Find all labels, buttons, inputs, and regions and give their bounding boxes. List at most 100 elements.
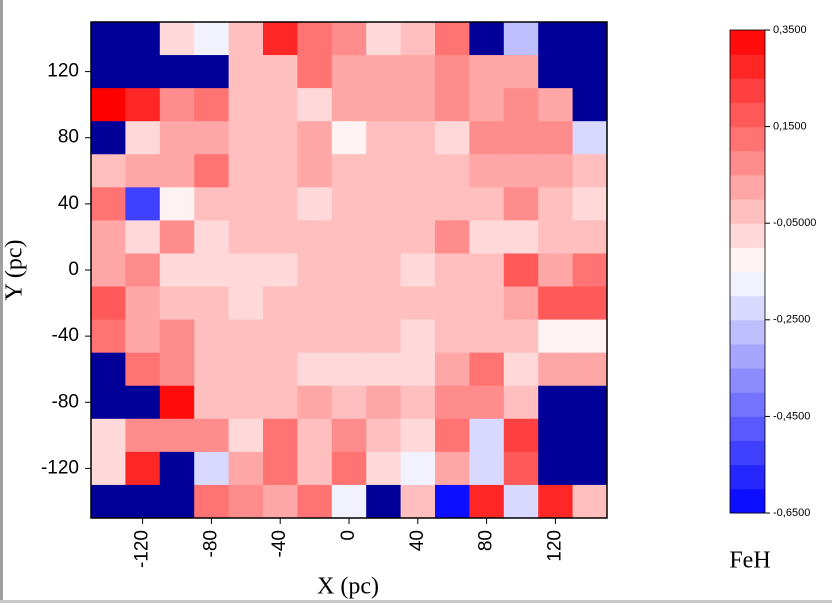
missing-cell xyxy=(125,22,161,56)
heat-cell xyxy=(263,484,298,519)
y-tick-label: 80 xyxy=(58,127,79,148)
heat-cell xyxy=(297,484,333,519)
missing-cell xyxy=(125,55,161,89)
heat-cell xyxy=(538,220,574,254)
heat-cell xyxy=(228,55,264,89)
heat-cell xyxy=(263,253,298,288)
heat-cell xyxy=(400,286,436,321)
heat-cell xyxy=(159,187,195,221)
heat-cell xyxy=(331,484,367,519)
heat-cell xyxy=(159,418,195,453)
heat-cell xyxy=(366,319,402,354)
heat-cell xyxy=(400,121,436,155)
heat-cell xyxy=(194,418,230,453)
heat-cell xyxy=(331,55,367,89)
heat-cell xyxy=(228,22,264,56)
heat-cell xyxy=(400,484,436,519)
heat-cell xyxy=(435,22,470,56)
colorbar-swatch xyxy=(730,368,765,393)
heat-cell xyxy=(159,253,195,288)
heat-cell xyxy=(572,352,608,387)
heat-cell xyxy=(125,286,161,321)
missing-cell xyxy=(538,451,574,486)
heat-cell xyxy=(572,220,608,254)
colorbar-swatch xyxy=(730,440,765,466)
y-tick-label: 0 xyxy=(68,259,79,280)
heat-cell xyxy=(572,286,608,321)
y-tick-label: -40 xyxy=(52,325,79,346)
heat-cell xyxy=(228,121,264,155)
heat-cell xyxy=(331,88,367,122)
heat-cell xyxy=(228,385,264,420)
window-edge xyxy=(0,0,3,603)
colorbar-swatch xyxy=(730,343,765,369)
heat-cell xyxy=(469,286,505,321)
heat-cell xyxy=(366,451,402,486)
missing-cell xyxy=(91,121,126,155)
heat-cell xyxy=(91,220,126,254)
heat-cell xyxy=(469,253,505,288)
heat-cell xyxy=(435,451,470,486)
heat-cell xyxy=(469,385,505,420)
heat-cell xyxy=(297,187,333,221)
heat-cell xyxy=(435,121,470,155)
heat-cell xyxy=(400,22,436,56)
heat-cell xyxy=(366,385,402,420)
heat-cell xyxy=(125,88,161,122)
heat-cell xyxy=(572,319,608,354)
colorbar-swatch xyxy=(730,126,765,152)
heat-cell xyxy=(366,253,402,288)
colorbar-swatch xyxy=(730,150,765,176)
heat-cell xyxy=(91,88,126,122)
heat-cell xyxy=(194,319,230,354)
heat-cell xyxy=(435,154,470,188)
heat-cell xyxy=(400,154,436,188)
heat-cell xyxy=(469,484,505,519)
missing-cell xyxy=(469,22,505,56)
heat-cell xyxy=(435,220,470,254)
heat-cell xyxy=(159,154,195,188)
colorbar-swatch xyxy=(730,416,765,442)
colorbar-swatch xyxy=(730,174,765,200)
missing-cell xyxy=(366,484,402,519)
heat-cell xyxy=(331,286,367,321)
heat-cell xyxy=(159,385,195,420)
heat-cell xyxy=(503,187,539,221)
heat-cell xyxy=(297,220,333,254)
colorbar-label: FeH xyxy=(729,548,770,574)
heat-cell xyxy=(503,22,539,56)
heat-cell xyxy=(469,418,505,453)
heat-cell xyxy=(194,451,230,486)
missing-cell xyxy=(159,55,195,89)
heat-cell xyxy=(228,286,264,321)
heat-cell xyxy=(91,319,126,354)
heat-cell xyxy=(228,319,264,354)
heat-cell xyxy=(538,352,574,387)
missing-cell xyxy=(194,55,230,89)
heat-cell xyxy=(159,286,195,321)
heat-cell xyxy=(469,88,505,122)
heat-cell xyxy=(400,319,436,354)
y-tick-label: 120 xyxy=(47,61,79,82)
heat-cell xyxy=(538,286,574,321)
x-tick-label: 40 xyxy=(407,530,428,551)
heat-cell xyxy=(297,385,333,420)
heat-cell xyxy=(538,187,574,221)
heat-cell xyxy=(503,88,539,122)
missing-cell xyxy=(538,385,574,420)
heat-cell xyxy=(297,88,333,122)
heat-cell xyxy=(503,55,539,89)
heat-cell xyxy=(194,286,230,321)
heat-cell xyxy=(435,187,470,221)
heat-cell xyxy=(263,22,298,56)
heat-cell xyxy=(263,55,298,89)
heat-cell xyxy=(366,286,402,321)
colorbar-swatch xyxy=(730,223,765,248)
heat-cell xyxy=(331,187,367,221)
heat-cell xyxy=(366,22,402,56)
heat-cell xyxy=(159,22,195,56)
colorbar-swatch xyxy=(730,78,765,103)
heat-cell xyxy=(331,385,367,420)
missing-cell xyxy=(572,22,608,56)
y-tick-label: -80 xyxy=(52,391,79,412)
